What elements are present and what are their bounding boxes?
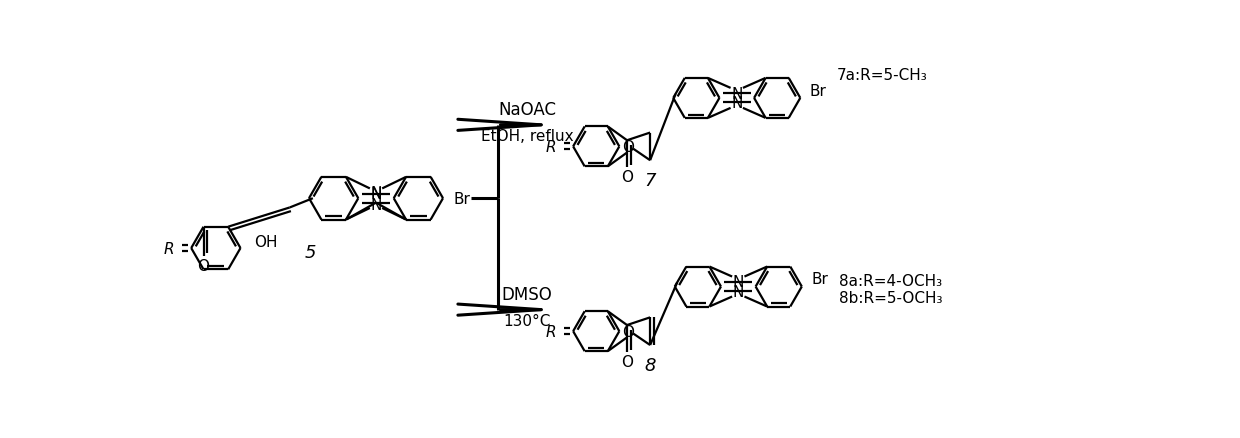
Text: 130°C: 130°C	[503, 313, 551, 328]
Text: N: N	[733, 275, 744, 290]
Text: O: O	[622, 140, 635, 155]
Text: 8b:R=5-OCH₃: 8b:R=5-OCH₃	[838, 290, 942, 305]
Text: N: N	[733, 284, 744, 299]
Text: NaOAC: NaOAC	[498, 101, 556, 119]
Text: Br: Br	[811, 272, 828, 287]
Text: 8: 8	[645, 356, 656, 374]
Text: Br: Br	[454, 191, 471, 206]
Text: 8a:R=4-OCH₃: 8a:R=4-OCH₃	[838, 273, 942, 288]
Text: O: O	[622, 324, 635, 339]
Text: R: R	[546, 140, 557, 155]
Text: 5: 5	[305, 244, 316, 261]
Text: O: O	[621, 354, 634, 369]
Text: Br: Br	[810, 84, 826, 99]
Text: OH: OH	[254, 235, 278, 250]
Text: N: N	[371, 186, 382, 201]
Text: O: O	[197, 258, 210, 273]
Text: R: R	[164, 241, 175, 256]
Text: N: N	[371, 198, 382, 212]
Text: 7: 7	[645, 172, 656, 190]
Text: R: R	[546, 324, 557, 339]
Text: EtOH, reflux: EtOH, reflux	[481, 129, 573, 144]
Text: N: N	[371, 187, 382, 201]
Text: N: N	[732, 87, 743, 102]
Text: N: N	[732, 96, 743, 111]
Text: DMSO: DMSO	[501, 286, 552, 304]
Text: O: O	[621, 170, 634, 184]
Text: 7a:R=5-CH₃: 7a:R=5-CH₃	[837, 68, 928, 83]
